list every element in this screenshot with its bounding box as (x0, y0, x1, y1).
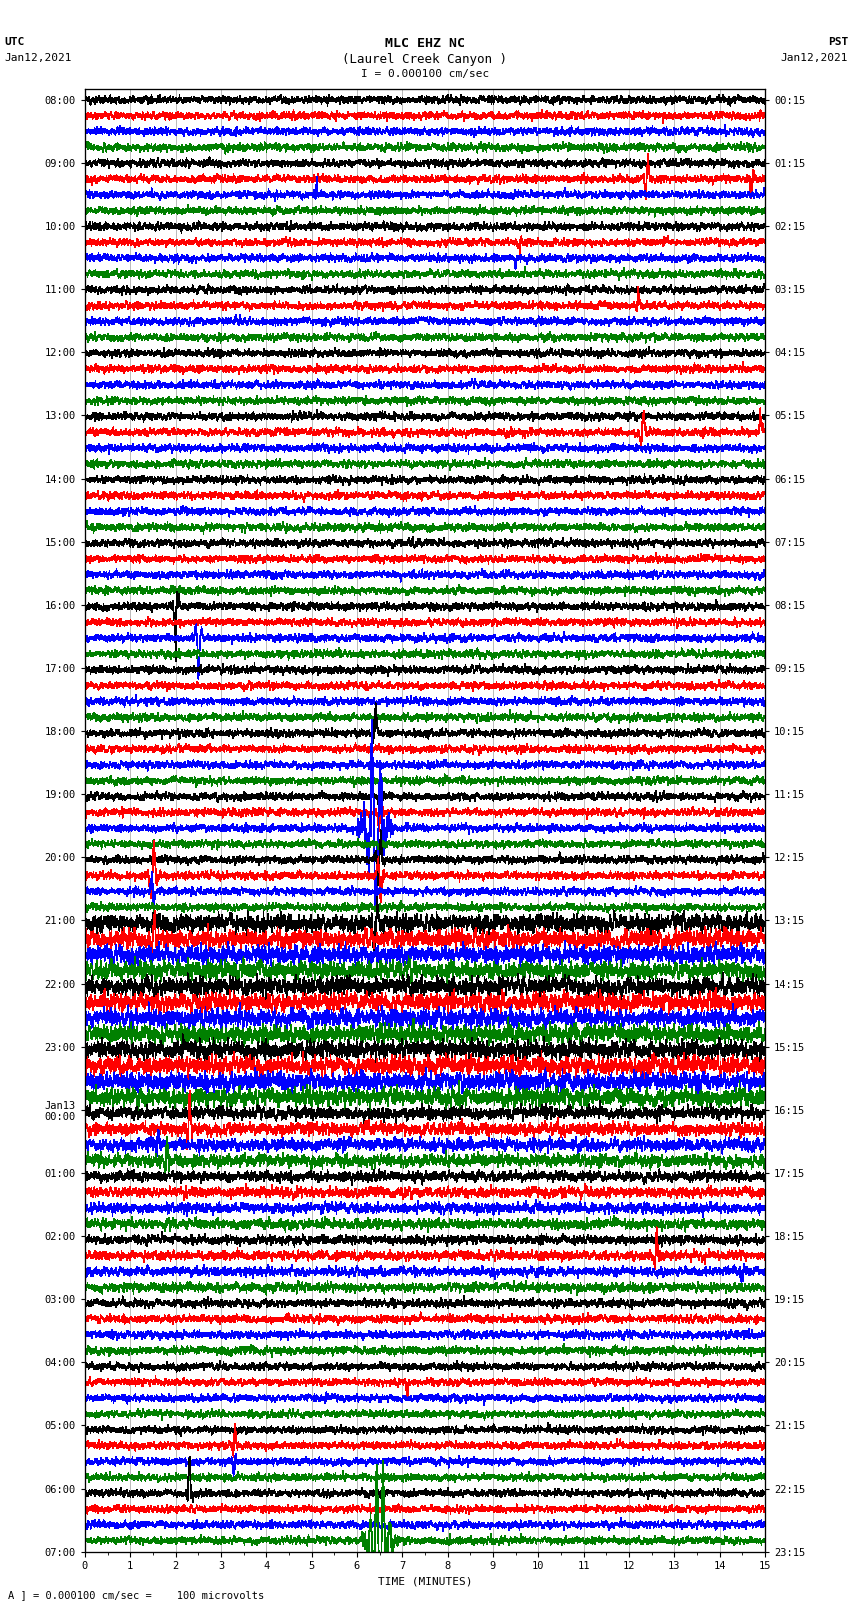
Text: I = 0.000100 cm/sec: I = 0.000100 cm/sec (361, 69, 489, 79)
Text: UTC: UTC (4, 37, 25, 47)
Text: A ] = 0.000100 cm/sec =    100 microvolts: A ] = 0.000100 cm/sec = 100 microvolts (8, 1590, 264, 1600)
Text: Jan12,2021: Jan12,2021 (781, 53, 848, 63)
Text: Jan12,2021: Jan12,2021 (4, 53, 71, 63)
Text: (Laurel Creek Canyon ): (Laurel Creek Canyon ) (343, 53, 507, 66)
Text: MLC EHZ NC: MLC EHZ NC (385, 37, 465, 50)
X-axis label: TIME (MINUTES): TIME (MINUTES) (377, 1578, 473, 1587)
Text: PST: PST (828, 37, 848, 47)
